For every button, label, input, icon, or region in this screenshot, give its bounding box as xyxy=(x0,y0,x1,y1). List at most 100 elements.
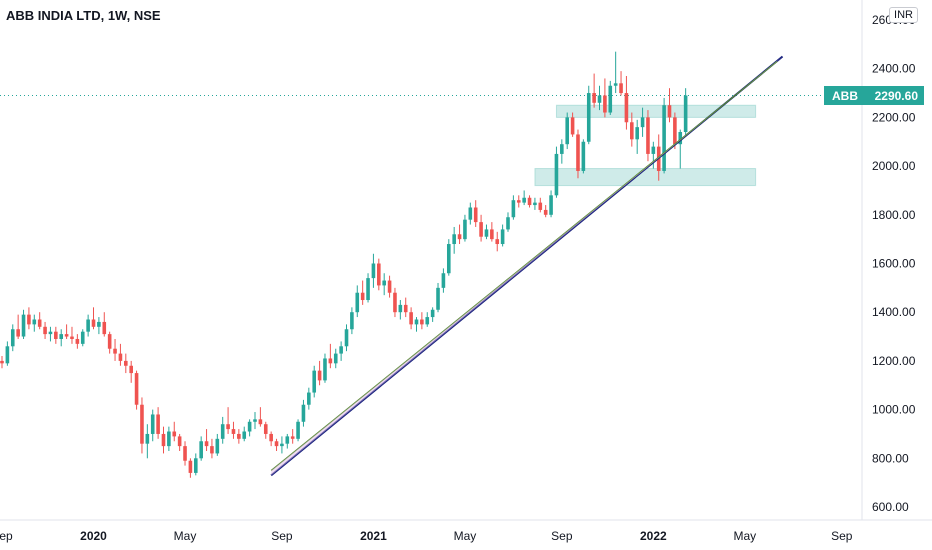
candle-body xyxy=(312,370,317,393)
candle-body xyxy=(150,414,155,434)
candle-body xyxy=(473,207,478,223)
candle-body xyxy=(80,331,85,344)
candle-body xyxy=(226,424,230,430)
candle-body xyxy=(344,329,349,347)
candle-body xyxy=(258,419,263,425)
candle-body xyxy=(371,263,376,279)
candle-body xyxy=(398,304,403,313)
time-axis[interactable]: Sep 2020 May Sep 2021 May Sep 2022 May Sep xyxy=(0,529,853,543)
candle-body xyxy=(452,234,456,245)
candle-body xyxy=(59,334,64,339)
trend-channel-fill xyxy=(271,56,783,476)
candle-body xyxy=(86,319,90,332)
price-tick-label: 2000.00 xyxy=(872,159,916,173)
time-tick-label: Sep xyxy=(0,529,13,543)
candle-body xyxy=(242,431,247,439)
chart-title: ABB INDIA LTD, 1W, NSE xyxy=(6,8,161,23)
last-price-tag: ABB 2290.60 xyxy=(824,86,924,105)
candle-body xyxy=(457,234,462,240)
candle-body xyxy=(640,117,645,128)
candle-body xyxy=(280,443,284,447)
candle-body xyxy=(511,200,516,218)
candle-body xyxy=(441,273,446,288)
candle-body xyxy=(581,141,586,171)
candle-body xyxy=(27,314,31,325)
price-tick-label: 1200.00 xyxy=(872,354,916,368)
candle-body xyxy=(662,105,666,171)
candle-body xyxy=(285,436,290,444)
candle-body xyxy=(328,358,333,364)
candle-body xyxy=(522,197,526,203)
candle-body xyxy=(586,93,591,142)
last-price-value: 2290.60 xyxy=(874,88,918,103)
candle-body xyxy=(624,93,629,123)
candle-body xyxy=(630,122,634,140)
candle-body xyxy=(124,360,128,366)
price-zone xyxy=(534,168,757,187)
price-zone xyxy=(555,104,757,118)
candle-body xyxy=(592,93,596,103)
candle-body xyxy=(253,419,257,422)
candle-body xyxy=(156,414,160,434)
candle-body xyxy=(683,95,688,133)
price-tick-label: 600.00 xyxy=(872,500,909,514)
price-tick-label: 1800.00 xyxy=(872,208,916,222)
candle-body xyxy=(5,346,10,364)
candle-body xyxy=(75,338,80,344)
candle-body xyxy=(48,331,53,335)
candle-body xyxy=(113,348,117,354)
candle-body xyxy=(360,292,365,301)
candle-body xyxy=(576,134,580,171)
candle-body xyxy=(274,441,279,447)
candle-body xyxy=(129,365,133,374)
candle-body xyxy=(91,319,96,327)
price-tick-label: 1000.00 xyxy=(872,403,916,417)
candle-body xyxy=(118,353,123,361)
candle-body xyxy=(463,219,467,240)
candle-body xyxy=(527,197,532,206)
last-price-symbol: ABB xyxy=(832,88,858,103)
candle-body xyxy=(409,312,413,325)
candle-body xyxy=(403,304,408,313)
candle-body xyxy=(425,317,430,325)
time-tick-label: 2021 xyxy=(360,529,387,543)
candle-body xyxy=(608,85,613,113)
candle-body xyxy=(479,222,483,237)
support-resistance-zones xyxy=(534,104,757,187)
candle-body xyxy=(554,153,559,196)
currency-button[interactable]: INR xyxy=(889,7,918,23)
candle-body xyxy=(43,326,47,335)
candle-body xyxy=(193,458,198,473)
trendlines[interactable] xyxy=(270,55,784,477)
candle-body xyxy=(10,329,15,347)
candle-body xyxy=(495,239,500,245)
time-tick-label: 2022 xyxy=(640,529,667,543)
candle-body xyxy=(323,358,327,381)
candle-body xyxy=(70,336,74,339)
candle-body xyxy=(290,436,295,439)
candle-body xyxy=(269,433,273,442)
candle-body xyxy=(377,263,381,286)
candle-body xyxy=(167,431,171,447)
candle-body xyxy=(301,404,306,422)
candle-body xyxy=(446,244,451,274)
time-tick-label: Sep xyxy=(271,529,293,543)
price-tick-label: 1400.00 xyxy=(872,305,916,319)
candle-body xyxy=(21,314,26,337)
time-tick-label: May xyxy=(734,529,757,543)
candle-body xyxy=(678,132,683,145)
candle-body xyxy=(490,229,494,240)
candle-body xyxy=(97,321,101,327)
candle-body xyxy=(635,127,639,140)
candle-body xyxy=(570,117,575,135)
candle-body xyxy=(215,438,220,454)
candle-body xyxy=(145,433,150,444)
candle-body xyxy=(37,319,42,327)
candle-body xyxy=(603,95,607,113)
candle-body xyxy=(339,346,343,354)
candle-body xyxy=(183,446,187,461)
chart-grid xyxy=(0,0,932,521)
candle-body xyxy=(220,424,225,439)
time-tick-label: Sep xyxy=(551,529,573,543)
